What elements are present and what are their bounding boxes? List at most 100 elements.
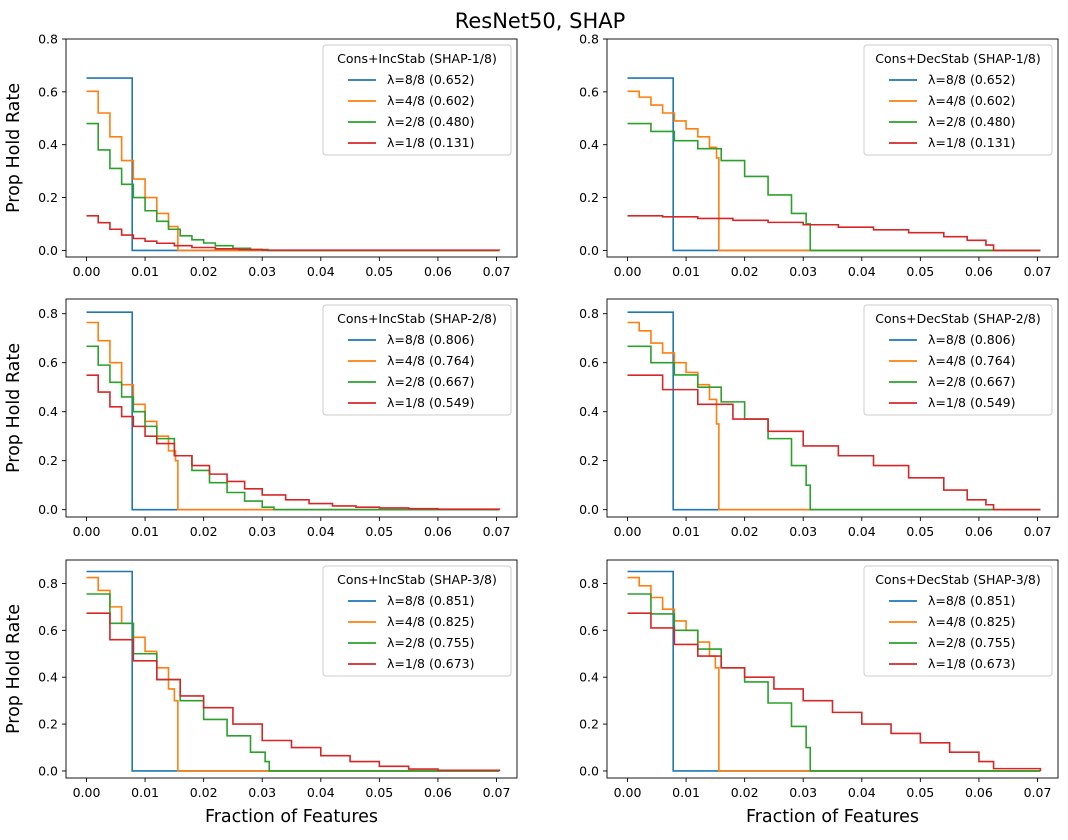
y-axis-label: Prop Hold Rate [4, 604, 24, 734]
y-tick-label: 0.2 [38, 453, 58, 468]
legend-entry-label: λ=4/8 (0.602) [387, 93, 475, 108]
y-tick-label: 0.4 [38, 137, 58, 152]
x-tick-label: 0.04 [307, 264, 335, 279]
figure-title: ResNet50, SHAP [455, 9, 626, 33]
y-tick-label: 0.6 [579, 84, 599, 99]
legend-entry-label: λ=2/8 (0.667) [387, 374, 475, 389]
series-line-2 [86, 90, 500, 252]
x-tick-label: 0.03 [248, 785, 276, 800]
x-tick-label: 0.07 [483, 264, 511, 279]
x-tick-label: 0.04 [848, 524, 876, 539]
legend-box [322, 565, 512, 677]
legend: Cons+IncStab (SHAP-2/8) λ=8/8 (0.806) λ=4/… [322, 304, 512, 416]
x-tick-label: 0.00 [73, 264, 101, 279]
legend-title: Cons+DecStab (SHAP-3/8) [875, 572, 1040, 587]
legend: Cons+DecStab (SHAP-2/8) λ=8/8 (0.806) λ=4/… [863, 304, 1053, 416]
series-line-4 [627, 374, 1041, 511]
subplot-2: 0.00 0.01 0.02 0.03 0.04 0.05 0.06 0.07 0.0 0.2 0.… [579, 32, 1059, 279]
axes-frame [65, 559, 518, 779]
x-tick-label: 0.05 [906, 785, 934, 800]
legend-entry-label: λ=2/8 (0.480) [387, 114, 475, 129]
series-line-2 [627, 321, 1041, 511]
x-tick-label: 0.01 [672, 785, 700, 800]
y-tick-label: 0.4 [579, 137, 599, 152]
x-tick-label: 0.02 [731, 264, 759, 279]
series-line-4 [86, 374, 501, 510]
x-tick-label: 0.03 [248, 264, 276, 279]
legend-title: Cons+IncStab (SHAP-3/8) [337, 572, 497, 587]
series-line-4 [627, 214, 1041, 252]
y-tick-label: 0.2 [38, 190, 58, 205]
x-tick-label: 0.05 [365, 264, 393, 279]
x-tick-label: 0.03 [789, 785, 817, 800]
x-tick-label: 0.01 [672, 264, 700, 279]
x-tick-label: 0.05 [906, 264, 934, 279]
series-line-3 [86, 593, 500, 772]
x-tick-label: 0.07 [1024, 785, 1052, 800]
subplot-3: 0.00 0.01 0.02 0.03 0.04 0.05 0.06 0.07 0.0 0.2 0.… [4, 298, 518, 539]
x-tick-label: 0.04 [307, 785, 335, 800]
axes-frame [65, 298, 518, 518]
y-tick-label: 0.4 [579, 404, 599, 419]
x-tick-label: 0.02 [731, 785, 759, 800]
legend-box [322, 304, 512, 416]
legend: Cons+DecStab (SHAP-3/8) λ=8/8 (0.851) λ=4/… [863, 565, 1053, 677]
x-tick-label: 0.01 [131, 785, 159, 800]
x-tick-label: 0.06 [965, 264, 993, 279]
series-line-4 [627, 612, 1042, 771]
x-tick-label: 0.03 [789, 524, 817, 539]
y-tick-label: 0.0 [38, 763, 58, 778]
legend-box [322, 44, 512, 156]
x-tick-label: 0.02 [731, 524, 759, 539]
legend-entry-label: λ=2/8 (0.667) [928, 374, 1016, 389]
legend-entry-label: λ=2/8 (0.755) [387, 635, 475, 650]
y-tick-label: 0.6 [579, 623, 599, 638]
y-tick-label: 0.0 [579, 763, 599, 778]
axes-frame [65, 38, 518, 258]
y-tick-label: 0.2 [579, 717, 599, 732]
y-tick-label: 0.6 [579, 355, 599, 370]
y-tick-label: 0.8 [579, 306, 599, 321]
x-tick-label: 0.02 [190, 785, 218, 800]
x-tick-label: 0.00 [614, 524, 642, 539]
legend-entry-label: λ=8/8 (0.652) [928, 72, 1016, 87]
legend-entry-label: λ=8/8 (0.806) [928, 332, 1016, 347]
y-tick-label: 0.4 [38, 670, 58, 685]
legend-entry-label: λ=4/8 (0.764) [928, 353, 1016, 368]
x-axis-label: Fraction of Features [746, 807, 919, 827]
series-line-2 [627, 90, 1041, 252]
y-axis-label: Prop Hold Rate [4, 343, 24, 473]
x-tick-label: 0.02 [190, 264, 218, 279]
x-tick-label: 0.03 [248, 524, 276, 539]
axes-frame [606, 38, 1059, 258]
legend-box [863, 44, 1053, 156]
legend-entry-label: λ=1/8 (0.673) [928, 656, 1016, 671]
legend-entry-label: λ=1/8 (0.131) [387, 135, 475, 150]
legend-entry-label: λ=4/8 (0.764) [387, 353, 475, 368]
y-tick-label: 0.0 [38, 502, 58, 517]
x-tick-label: 0.05 [365, 524, 393, 539]
y-tick-label: 0.0 [579, 502, 599, 517]
x-tick-label: 0.07 [483, 524, 511, 539]
x-tick-label: 0.03 [789, 264, 817, 279]
y-tick-label: 0.6 [38, 355, 58, 370]
x-tick-label: 0.04 [848, 785, 876, 800]
x-tick-label: 0.02 [190, 524, 218, 539]
series-line-4 [86, 612, 501, 772]
y-axis-label: Prop Hold Rate [4, 83, 24, 213]
x-tick-label: 0.06 [965, 524, 993, 539]
legend: Cons+IncStab (SHAP-1/8) λ=8/8 (0.652) λ=4/… [322, 44, 512, 156]
legend-title: Cons+IncStab (SHAP-1/8) [337, 51, 497, 66]
x-tick-label: 0.01 [131, 524, 159, 539]
legend: Cons+IncStab (SHAP-3/8) λ=8/8 (0.851) λ=4/… [322, 565, 512, 677]
legend-entry-label: λ=2/8 (0.755) [928, 635, 1016, 650]
x-tick-label: 0.06 [424, 524, 452, 539]
x-tick-label: 0.01 [672, 524, 700, 539]
subplot-6: 0.00 0.01 0.02 0.03 0.04 0.05 0.06 0.07 0.0 0.2 0.… [579, 559, 1059, 827]
x-tick-label: 0.01 [131, 264, 159, 279]
x-tick-label: 0.07 [483, 785, 511, 800]
y-tick-label: 0.8 [38, 306, 58, 321]
legend-entry-label: λ=1/8 (0.131) [928, 135, 1016, 150]
legend-entry-label: λ=8/8 (0.652) [387, 72, 475, 87]
